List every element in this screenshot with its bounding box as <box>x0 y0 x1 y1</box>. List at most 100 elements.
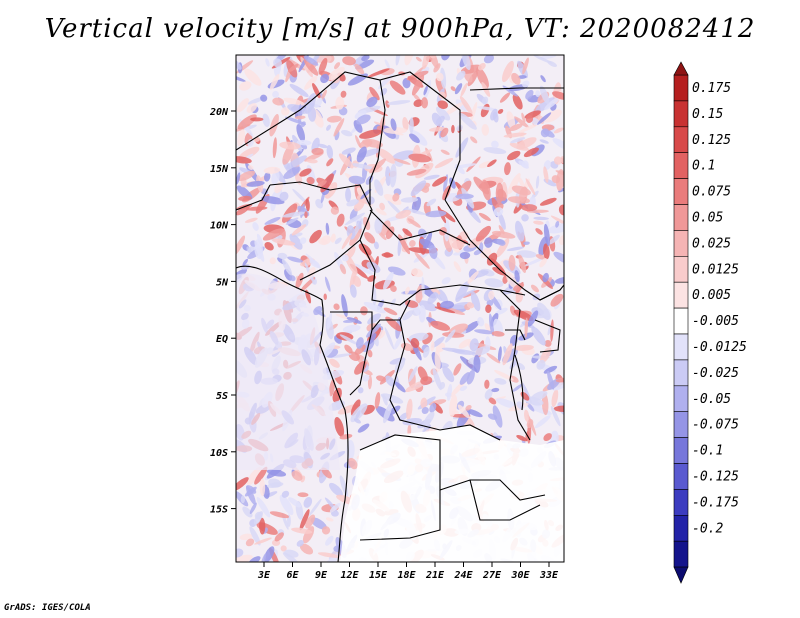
field-speckle <box>423 174 440 180</box>
lon-tick-label: 3E <box>257 570 271 581</box>
field-speckle <box>523 147 539 158</box>
field-speckle <box>438 289 448 304</box>
field-speckle <box>514 116 530 129</box>
field-speckle <box>269 257 276 265</box>
field-speckle <box>434 306 456 314</box>
field-speckle <box>502 343 513 366</box>
field-speckle <box>260 94 268 102</box>
field-speckle <box>322 370 345 380</box>
field-speckle <box>271 539 281 547</box>
field-speckle <box>507 150 521 161</box>
field-speckle <box>390 285 397 292</box>
field-speckle <box>544 340 552 347</box>
field-speckle <box>523 241 530 245</box>
field-speckle <box>484 389 493 400</box>
field-speckle <box>334 417 345 437</box>
colorbar-label: -0.175 <box>692 495 739 510</box>
field-speckle <box>377 148 396 164</box>
field-speckle <box>467 271 479 284</box>
lat-tick-label: 15S <box>210 505 228 516</box>
colorbar-swatch <box>673 230 689 257</box>
field-speckle <box>360 306 368 316</box>
field-speckle <box>329 482 343 497</box>
field-speckle <box>540 75 546 83</box>
field-speckle <box>318 57 328 75</box>
field-speckle <box>535 175 540 189</box>
field-speckle <box>303 497 313 508</box>
field-speckle <box>550 406 561 427</box>
field-speckle <box>283 97 305 106</box>
field-speckle <box>434 349 441 372</box>
field-speckle <box>504 162 511 176</box>
field-speckle <box>512 93 523 110</box>
field-speckle <box>342 56 356 66</box>
field-speckle <box>299 168 312 177</box>
field-speckle <box>510 305 516 316</box>
map-frame <box>235 54 565 563</box>
field-speckle <box>341 254 349 262</box>
field-speckle <box>308 498 322 516</box>
field-speckle <box>553 156 563 165</box>
field-speckle <box>299 543 314 555</box>
field-speckle <box>406 168 427 176</box>
field-speckle <box>332 387 342 403</box>
lon-tick-label: 12E <box>340 570 359 581</box>
field-speckle <box>477 106 498 111</box>
field-speckle <box>238 146 260 160</box>
field-speckle <box>326 158 334 167</box>
field-speckle <box>418 228 427 239</box>
field-speckle <box>281 258 293 276</box>
lat-tick-label: EQ <box>216 334 228 345</box>
field-speckle <box>398 412 409 421</box>
field-speckle <box>521 160 529 169</box>
field-speckle <box>440 149 450 155</box>
field-speckle <box>281 490 290 498</box>
field-speckle <box>509 142 529 151</box>
field-speckle <box>244 68 262 86</box>
field-speckle <box>345 187 352 203</box>
field-speckle <box>286 155 307 170</box>
field-speckle <box>484 323 493 334</box>
field-speckle <box>245 485 256 505</box>
field-speckle <box>409 133 420 144</box>
field-speckle <box>550 319 554 342</box>
field-speckle <box>358 220 362 230</box>
field-speckle <box>537 302 551 321</box>
field-speckle <box>477 317 485 327</box>
field-speckle <box>478 161 493 169</box>
field-speckle <box>369 86 380 101</box>
velocity-field <box>236 55 564 562</box>
field-speckle <box>321 526 331 535</box>
field-speckle <box>246 103 258 114</box>
field-speckle <box>330 206 340 215</box>
field-speckle <box>422 424 430 433</box>
field-speckle <box>267 482 284 488</box>
field-speckle <box>507 173 521 195</box>
boundaries <box>236 71 564 562</box>
field-speckle <box>374 179 384 196</box>
field-speckle <box>454 163 477 169</box>
field-speckle <box>280 545 287 552</box>
field-speckle <box>521 112 526 123</box>
colorbar-swatch <box>673 463 689 490</box>
field-speckle <box>477 62 486 71</box>
field-speckle <box>373 241 379 250</box>
field-speckle <box>400 197 419 203</box>
field-speckle <box>259 478 266 497</box>
colorbar-label: -0.0125 <box>692 340 747 355</box>
field-speckle <box>287 104 308 115</box>
field-speckle <box>358 139 373 149</box>
field-speckle <box>413 99 424 107</box>
field-speckle <box>493 207 504 217</box>
field-speckle <box>516 434 528 442</box>
field-speckle <box>530 284 539 293</box>
field-speckle <box>443 174 448 192</box>
field-speckle <box>250 117 264 122</box>
field-speckle <box>392 193 400 202</box>
field-speckle <box>455 289 476 300</box>
field-speckle <box>271 238 296 246</box>
field-speckle <box>462 289 480 298</box>
field-speckle <box>239 533 253 541</box>
colorbar-label: -0.075 <box>692 418 739 433</box>
field-speckle <box>443 307 465 315</box>
